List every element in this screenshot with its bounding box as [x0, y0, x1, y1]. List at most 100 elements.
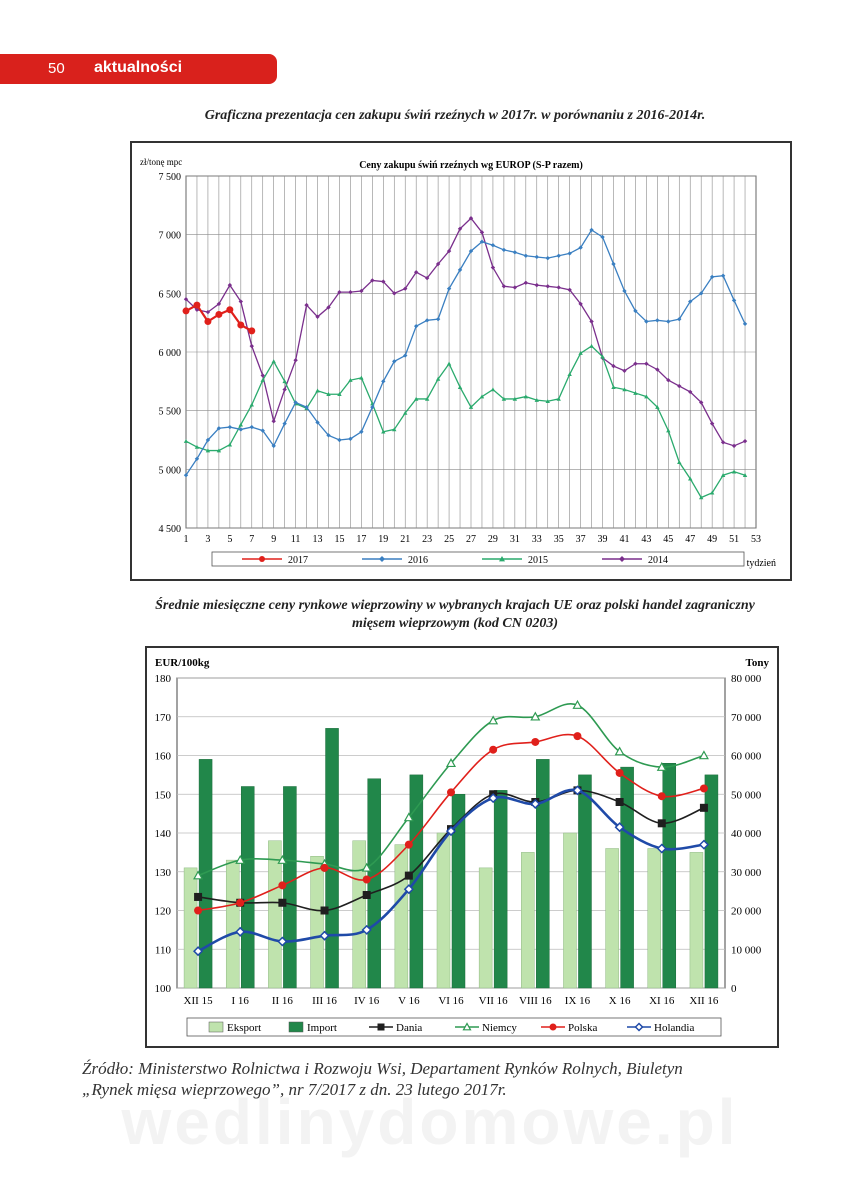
x-tick-label: 21 [400, 534, 410, 545]
x-tick-label: IV 16 [354, 995, 380, 1007]
point-Polska [362, 875, 371, 884]
y-tick-label: 7 500 [159, 172, 182, 183]
bar-Import [536, 759, 550, 989]
x-tick-label: 5 [227, 534, 232, 545]
point-2015 [589, 343, 594, 348]
chart2-caption-line2: mięsem wieprzowym (kod CN 0203) [351, 616, 559, 631]
point-Niemcy [235, 854, 246, 864]
x-tick-label: 47 [685, 534, 695, 545]
point-Holandia [277, 936, 288, 947]
y-tick-label: 4 500 [159, 524, 182, 535]
x-tick-label: 31 [510, 534, 520, 545]
point-2015 [633, 390, 638, 395]
point-2016 [337, 437, 342, 443]
point-2017 [193, 301, 201, 309]
x-tick-label: 17 [356, 534, 366, 545]
y-axis-label: zł/tonę mpc [140, 157, 182, 167]
legend-label-Niemcy: Niemcy [482, 1022, 517, 1034]
point-2014 [622, 368, 627, 373]
point-2015 [392, 427, 397, 432]
source-line2: „Rynek mięsa wieprzowego”, nr 7/2017 z d… [82, 1080, 507, 1099]
y-tick-label: 140 [155, 828, 172, 840]
point-2014 [183, 297, 189, 302]
point-Polska [615, 768, 624, 777]
point-2014 [677, 383, 682, 389]
bar-Eksport [563, 832, 577, 989]
legend-label-2014: 2014 [648, 555, 668, 566]
bar-Import [325, 728, 339, 989]
point-Polska [320, 863, 329, 872]
point-2014 [468, 216, 474, 221]
legend-swatch-Eksport [208, 1021, 224, 1033]
y2-tick-label: 30 000 [731, 867, 762, 879]
source-note: Źródło: Ministerstwo Rolnictwa i Rozwoju… [82, 1058, 802, 1100]
legend-marker-Niemcy [462, 1022, 472, 1031]
point-2016 [326, 433, 331, 438]
point-2016 [731, 298, 737, 303]
point-2016 [655, 318, 660, 323]
point-Holandia [445, 826, 457, 837]
point-Polska [699, 784, 708, 793]
point-2015 [655, 404, 660, 409]
point-Polska [531, 737, 540, 746]
point-2016 [315, 420, 320, 425]
point-2015 [359, 375, 364, 380]
x-tick-label: 25 [444, 534, 454, 545]
legend-marker-Dania [377, 1023, 385, 1031]
point-Niemcy [445, 758, 457, 768]
point-2015 [556, 396, 561, 401]
x-tick-label: VII 16 [479, 995, 509, 1007]
point-Polska [489, 745, 498, 754]
point-2014 [688, 389, 693, 395]
point-2015 [216, 448, 222, 453]
point-2015 [622, 387, 627, 392]
point-2016 [600, 234, 605, 240]
x-tick-label: 9 [271, 534, 276, 545]
point-2014 [611, 363, 616, 369]
y2-tick-label: 60 000 [731, 751, 762, 763]
point-Niemcy [614, 746, 625, 756]
legend-swatch-Import [288, 1021, 304, 1033]
point-2015 [688, 476, 693, 481]
x-tick-label: 15 [334, 534, 344, 545]
point-2015 [490, 387, 496, 392]
legend-marker-2017 [259, 556, 265, 562]
point-Dania [657, 819, 666, 828]
series-line-2014 [185, 217, 746, 447]
y2-tick-label: 70 000 [731, 712, 762, 724]
point-2015 [523, 394, 529, 399]
x-tick-label: V 16 [398, 995, 420, 1007]
point-2016 [688, 299, 693, 304]
bar-Import [578, 774, 592, 989]
chart1-caption: Graficzna prezentacja cen zakupu świń rz… [204, 108, 706, 123]
bar-Eksport [394, 844, 409, 989]
point-2016 [501, 247, 507, 253]
legend-marker-2016 [379, 556, 385, 562]
y-tick-label: 120 [155, 906, 172, 918]
point-2016 [677, 316, 682, 322]
point-2014 [709, 421, 715, 426]
y2-axis-label: Tony [746, 657, 770, 669]
point-Holandia [530, 798, 541, 809]
x-tick-label: XII 16 [689, 995, 719, 1007]
eu-pork-chart: 100 110 120 130 140 150 160 170 180 0 10 000 20 000… [145, 646, 779, 1048]
point-Dania [615, 798, 624, 806]
point-Niemcy [403, 812, 414, 822]
y-tick-label: 160 [155, 751, 172, 763]
legend-label-2015: 2015 [528, 555, 548, 566]
eu-pork-chart-svg: 100 110 120 130 140 150 160 170 180 0 10 000 20 000… [155, 657, 770, 1037]
point-Polska [236, 898, 245, 907]
x-tick-label: 45 [663, 534, 673, 545]
x-axis-label: tydzień [747, 558, 776, 569]
chart-title: Ceny zakupu świń rzeźnych wg EUROP (S-P … [359, 160, 583, 171]
point-2017 [204, 317, 212, 325]
point-2014 [227, 282, 233, 288]
bar-Import [367, 778, 381, 989]
point-2016 [446, 286, 452, 291]
point-2015 [326, 392, 331, 396]
point-Niemcy [488, 715, 499, 725]
point-2016 [479, 239, 485, 244]
point-2016 [709, 274, 715, 280]
series-line-2015 [185, 345, 746, 499]
y2-tick-label: 10 000 [731, 944, 762, 956]
